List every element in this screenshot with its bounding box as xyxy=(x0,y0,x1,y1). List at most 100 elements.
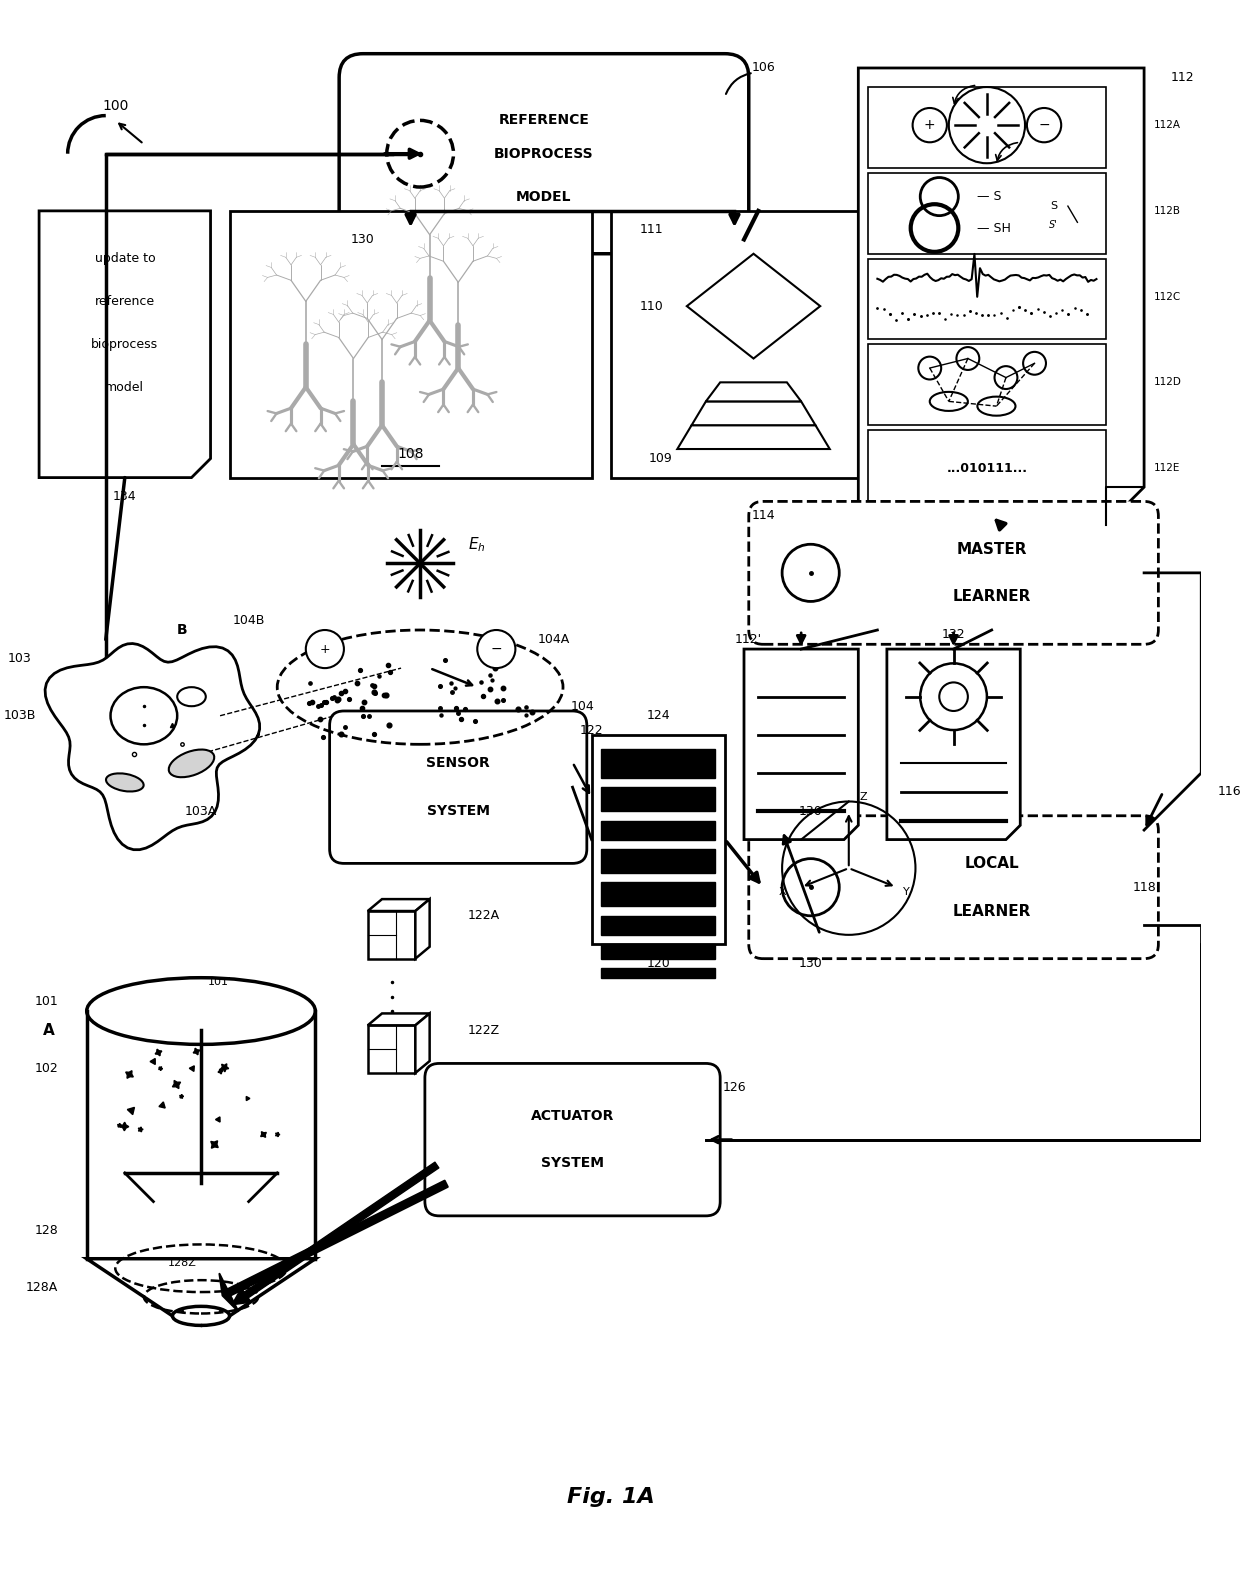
Text: 101: 101 xyxy=(35,995,58,1008)
Text: MODEL: MODEL xyxy=(516,190,572,204)
Text: 114: 114 xyxy=(751,509,775,522)
Text: 122Z: 122Z xyxy=(467,1024,500,1036)
Ellipse shape xyxy=(87,978,315,1044)
Ellipse shape xyxy=(105,774,144,791)
FancyBboxPatch shape xyxy=(425,1063,720,1217)
Bar xyxy=(868,258,1106,340)
Text: LEARNER: LEARNER xyxy=(952,589,1030,604)
Text: MASTER: MASTER xyxy=(956,541,1027,557)
Text: 118: 118 xyxy=(1132,881,1156,894)
Bar xyxy=(368,911,415,959)
FancyBboxPatch shape xyxy=(749,816,1158,959)
Text: 103B: 103B xyxy=(4,709,36,723)
Text: — SH: — SH xyxy=(977,221,1012,234)
Text: X: X xyxy=(779,888,786,897)
Polygon shape xyxy=(368,1014,429,1025)
Bar xyxy=(368,1025,415,1073)
Bar xyxy=(601,883,715,906)
Text: B: B xyxy=(176,623,187,638)
Bar xyxy=(229,210,591,478)
Text: SYSTEM: SYSTEM xyxy=(427,804,490,818)
Text: bioprocess: bioprocess xyxy=(92,337,159,351)
Bar xyxy=(591,734,725,944)
Text: SYSTEM: SYSTEM xyxy=(541,1156,604,1171)
Polygon shape xyxy=(45,644,259,850)
Text: 101': 101' xyxy=(208,978,232,987)
Polygon shape xyxy=(40,210,211,478)
Text: 104: 104 xyxy=(570,699,594,713)
Text: 112B: 112B xyxy=(1153,206,1180,215)
Text: LEARNER: LEARNER xyxy=(952,903,1030,919)
Text: SENSOR: SENSOR xyxy=(427,756,490,770)
Text: S': S' xyxy=(1049,220,1058,229)
Text: Y: Y xyxy=(903,888,909,897)
Text: +: + xyxy=(924,119,935,133)
Text: BIOPROCESS: BIOPROCESS xyxy=(495,147,594,161)
Text: — S: — S xyxy=(977,190,1002,202)
Text: +: + xyxy=(320,642,330,655)
Bar xyxy=(610,210,858,478)
Text: reference: reference xyxy=(94,294,155,308)
Circle shape xyxy=(477,630,516,668)
Bar xyxy=(601,850,715,873)
Text: 104A: 104A xyxy=(537,633,569,645)
Polygon shape xyxy=(415,899,429,959)
Polygon shape xyxy=(687,253,820,359)
Ellipse shape xyxy=(110,687,177,744)
Text: 130: 130 xyxy=(799,805,822,818)
Polygon shape xyxy=(858,68,1145,525)
Ellipse shape xyxy=(172,1307,229,1326)
Text: 112: 112 xyxy=(1171,71,1194,84)
Polygon shape xyxy=(368,899,429,911)
Text: 130: 130 xyxy=(351,233,374,245)
Polygon shape xyxy=(87,1259,315,1316)
Text: REFERENCE: REFERENCE xyxy=(498,114,589,128)
Text: 134: 134 xyxy=(113,490,136,503)
Text: Fig. 1A: Fig. 1A xyxy=(567,1487,655,1508)
Bar xyxy=(601,788,715,812)
Text: 130: 130 xyxy=(799,957,822,970)
FancyBboxPatch shape xyxy=(749,501,1158,644)
Text: 132: 132 xyxy=(941,628,966,641)
Text: ...010111...: ...010111... xyxy=(946,462,1028,475)
Text: ACTUATOR: ACTUATOR xyxy=(531,1109,614,1123)
Circle shape xyxy=(306,630,343,668)
Text: 112A: 112A xyxy=(1153,120,1180,130)
Bar xyxy=(601,916,715,935)
Text: $E_h$: $E_h$ xyxy=(469,535,486,554)
Text: 108: 108 xyxy=(397,446,424,460)
Text: 110: 110 xyxy=(639,299,663,313)
Text: 122: 122 xyxy=(580,723,604,737)
Bar xyxy=(601,944,715,959)
Text: 128A: 128A xyxy=(26,1281,58,1294)
Text: 111: 111 xyxy=(639,223,663,236)
Text: S: S xyxy=(1050,201,1058,210)
Text: 104B: 104B xyxy=(232,614,265,626)
Text: 109: 109 xyxy=(649,452,672,465)
Bar xyxy=(868,172,1106,253)
FancyBboxPatch shape xyxy=(330,710,587,864)
FancyBboxPatch shape xyxy=(340,54,749,253)
Bar xyxy=(868,87,1106,168)
Text: update to: update to xyxy=(94,252,155,266)
Text: 126: 126 xyxy=(723,1081,746,1093)
Text: 112C: 112C xyxy=(1153,291,1180,302)
Polygon shape xyxy=(415,1014,429,1073)
Text: 100: 100 xyxy=(102,100,129,112)
Text: 122A: 122A xyxy=(467,910,500,922)
Bar xyxy=(868,430,1106,511)
Bar xyxy=(601,750,715,778)
Text: −: − xyxy=(491,642,502,657)
Polygon shape xyxy=(692,402,816,426)
Text: A: A xyxy=(42,1022,55,1038)
Text: 102: 102 xyxy=(35,1062,58,1074)
Polygon shape xyxy=(706,383,801,402)
Polygon shape xyxy=(744,649,858,840)
Text: 120: 120 xyxy=(646,957,670,970)
Text: 112D: 112D xyxy=(1153,378,1182,388)
Text: 112E: 112E xyxy=(1153,464,1180,473)
Text: 128: 128 xyxy=(35,1223,58,1237)
Text: −: − xyxy=(1038,119,1050,133)
Ellipse shape xyxy=(169,750,215,777)
Text: Z: Z xyxy=(859,791,867,802)
